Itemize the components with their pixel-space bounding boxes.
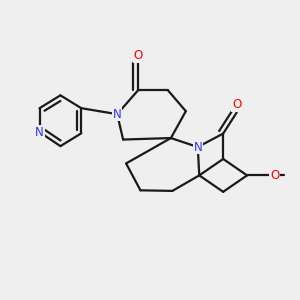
- Text: N: N: [35, 126, 44, 139]
- Text: O: O: [134, 50, 143, 62]
- Text: N: N: [194, 140, 202, 154]
- Text: N: N: [113, 108, 122, 121]
- Text: O: O: [270, 169, 279, 182]
- Text: O: O: [232, 98, 241, 111]
